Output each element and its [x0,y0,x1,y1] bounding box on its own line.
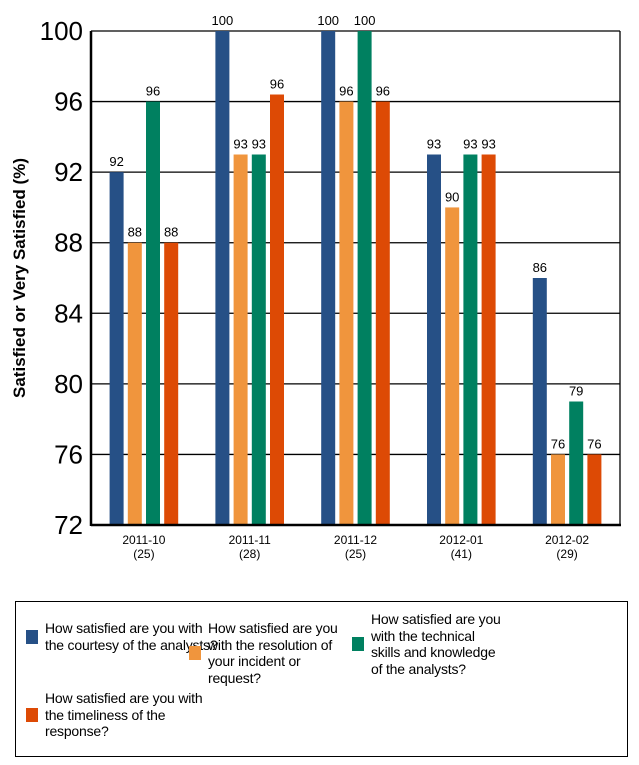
bar-value-label: 100 [317,13,339,28]
legend: How satisfied are you with the courtesy … [15,601,628,757]
bar-value-label: 96 [376,84,390,99]
bar [215,31,230,525]
bar-value-label: 96 [339,84,353,99]
legend-label: How satisfied are you with the courtesy … [45,620,218,653]
legend-swatch-courtesy [26,629,38,644]
bar-value-label: 93 [252,137,266,152]
legend-label: How satisfied are you with the timelines… [45,690,203,739]
bar [127,242,142,525]
bar-value-label: 96 [270,77,284,92]
x-tick-count: (25) [133,547,154,561]
bar [587,454,602,525]
bar-value-label: 100 [212,13,234,28]
bar-value-label: 88 [164,225,178,240]
legend-item-technical: How satisfied are you with the technical… [352,611,506,677]
y-tick-label: 76 [54,439,83,469]
y-tick-label: 96 [54,87,83,117]
legend-label: How satisfied are you with the technical… [371,611,501,677]
x-tick-count: (41) [451,547,472,561]
legend-item-courtesy: How satisfied are you with the courtesy … [26,620,220,653]
y-tick-label: 100 [40,16,83,46]
bar [146,101,160,526]
bar [339,101,354,526]
bar-value-label: 93 [427,137,441,152]
axes [89,31,621,527]
legend-item-resolution: How satisfied are you with the resolutio… [189,620,348,686]
bar [164,242,179,525]
bar-value-label: 93 [463,137,477,152]
legend-swatch-resolution [189,646,201,660]
x-tick-count: (29) [556,547,577,561]
bar-value-label: 76 [587,436,601,451]
legend-label: How satisfied are you with the resolutio… [208,620,338,686]
bar [357,31,372,525]
bar [445,207,460,525]
bars [109,31,602,526]
y-tick-label: 88 [54,228,83,258]
y-tick-label: 80 [54,369,83,399]
bar [109,172,124,525]
bar-value-label: 88 [128,225,142,240]
bar [270,94,284,525]
y-tick-label: 72 [54,510,83,540]
bar-value-label: 96 [146,84,160,99]
bar-value-label: 93 [481,137,495,152]
x-tick-label: 2011-10 [122,533,165,547]
legend-swatch-timeliness [26,707,38,722]
y-tick-label: 84 [54,298,83,328]
bar [551,454,565,525]
gridlines [91,30,620,456]
y-tick-label: 92 [54,157,83,187]
bar [375,101,390,526]
bar-value-label: 79 [569,384,583,399]
bar-value-label: 90 [445,189,459,204]
bar [251,154,266,525]
x-tick-count: (28) [239,547,260,561]
legend-item-timeliness: How satisfied are you with the timelines… [26,690,220,740]
bar-labels: 92 88 96 88 100 93 93 96 100 96 100 96 93 90 93 93 86 76 7… [109,13,601,451]
bar-value-label: 76 [551,436,565,451]
x-tick-label: 2012-02 [545,533,589,547]
bar [463,154,478,525]
x-tick-label: 2011-11 [229,533,272,547]
bar [569,401,584,525]
x-tick-label: 2011-12 [334,533,377,547]
y-tick-labels: 72 76 80 84 88 92 96 100 [40,16,83,540]
y-axis-label: Satisfied or Very Satisfied (%) [10,158,29,398]
x-tick-count: (25) [345,547,366,561]
bar [321,31,336,525]
legend-swatch-technical [352,637,364,651]
bar-value-label: 93 [233,137,247,152]
bar-value-label: 86 [533,260,547,275]
x-tick-label: 2012-01 [439,533,483,547]
bar [532,278,547,525]
bar-value-label: 100 [354,13,376,28]
x-tick-labels: 2011-10(25)2011-11(28)2011-12(25)2012-01… [122,533,589,561]
bar [233,154,248,525]
bar-value-label: 92 [109,154,123,169]
bar [427,154,441,525]
bar [481,154,496,525]
